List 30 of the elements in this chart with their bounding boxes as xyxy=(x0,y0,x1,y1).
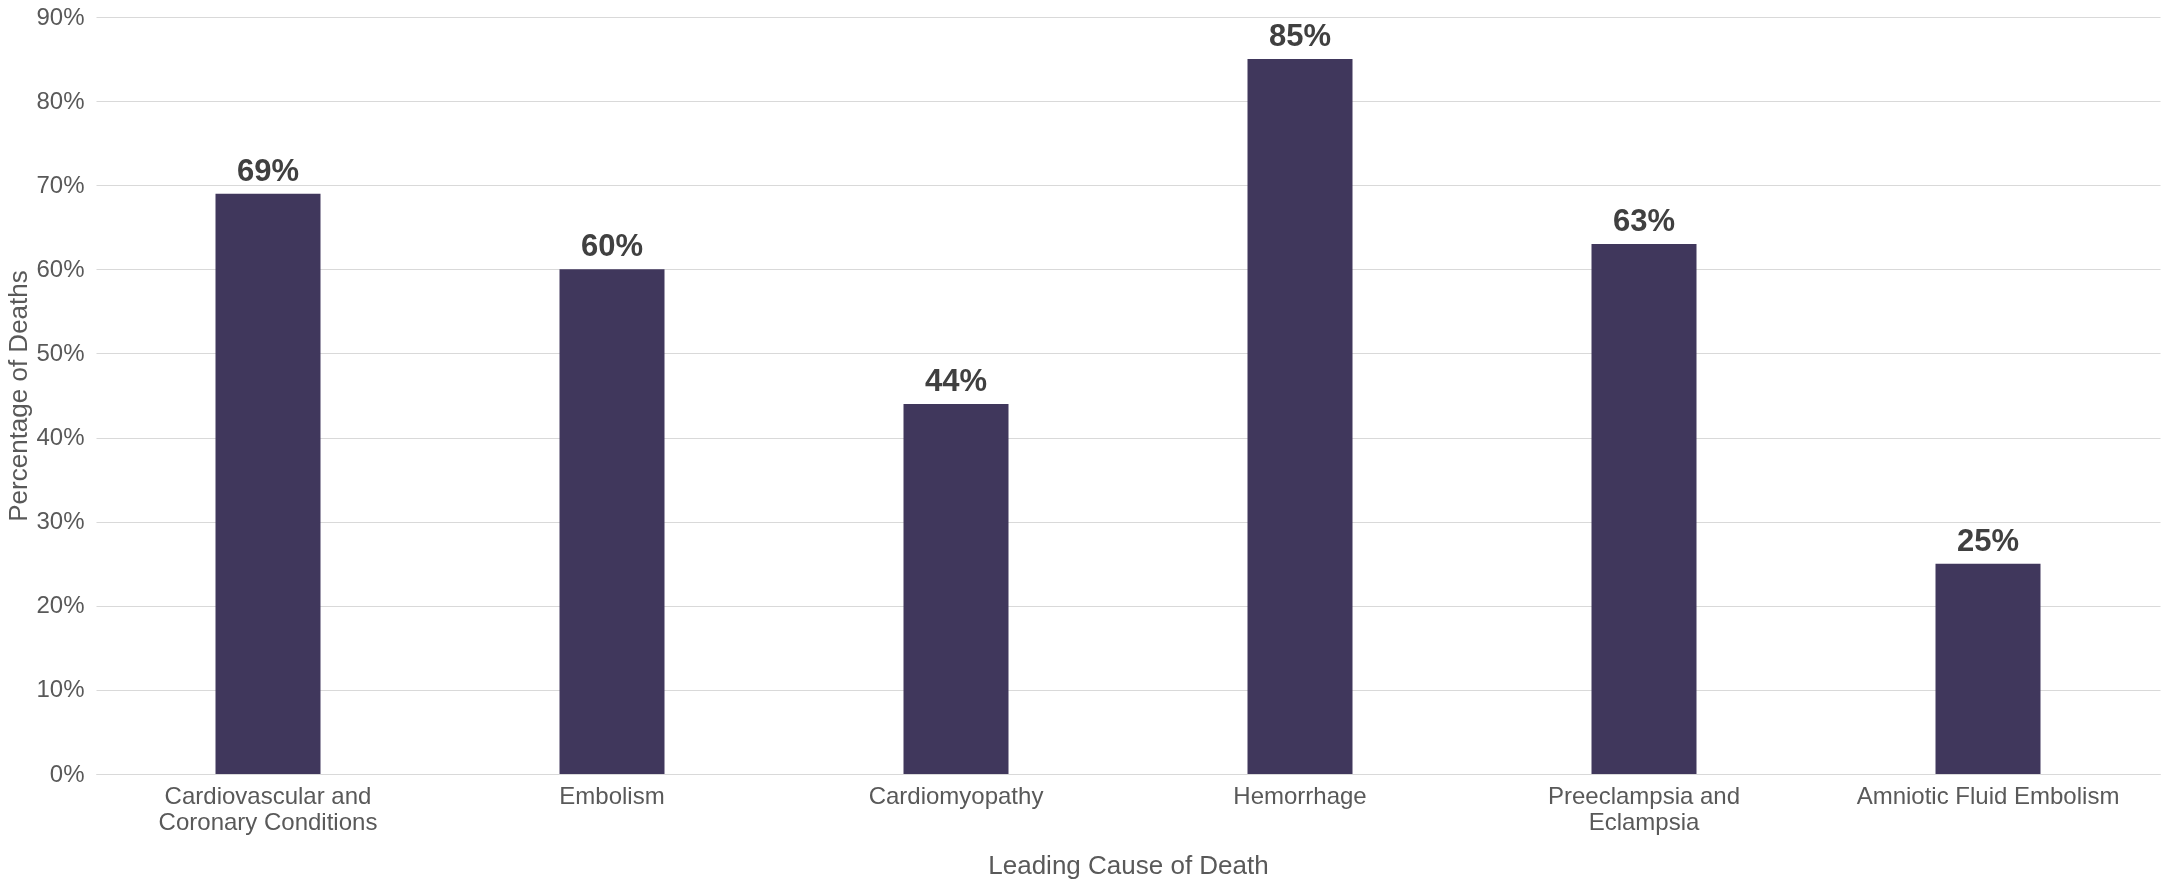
x-axis-title: Leading Cause of Death xyxy=(988,849,1269,880)
y-tick-label: 0% xyxy=(49,759,85,787)
data-label: 44% xyxy=(924,362,988,398)
x-tick-label: Hemorrhage xyxy=(1233,781,1367,809)
data-label: 85% xyxy=(1268,18,1332,54)
x-tick-label: Embolism xyxy=(559,781,665,809)
y-tick-label: 70% xyxy=(36,170,85,198)
x-tick-label: Preeclampsia and Eclampsia xyxy=(1547,781,1741,835)
y-tick-label: 30% xyxy=(36,507,85,535)
bar xyxy=(559,269,665,774)
bar xyxy=(1935,563,2041,774)
y-tick-label: 60% xyxy=(36,254,85,282)
data-label: 63% xyxy=(1612,203,1676,239)
y-tick-label: 90% xyxy=(36,2,85,30)
bar xyxy=(215,193,321,774)
bar xyxy=(903,403,1009,774)
bar xyxy=(1591,244,1697,774)
y-tick-label: 10% xyxy=(36,675,85,703)
y-tick-label: 40% xyxy=(36,423,85,451)
y-tick-label: 20% xyxy=(36,591,85,619)
y-axis-title: Percentage of Deaths xyxy=(3,270,34,522)
data-label: 60% xyxy=(580,228,644,264)
y-tick-label: 80% xyxy=(36,86,85,114)
data-label: 25% xyxy=(1956,522,2020,558)
bar xyxy=(1247,59,1353,774)
x-tick-label: Cardiomyopathy xyxy=(868,781,1044,809)
y-tick-label: 50% xyxy=(36,338,85,366)
data-label: 69% xyxy=(236,152,300,188)
x-tick-label: Amniotic Fluid Embolism xyxy=(1856,781,2120,809)
x-tick-label: Cardiovascular and Coronary Conditions xyxy=(158,781,378,835)
